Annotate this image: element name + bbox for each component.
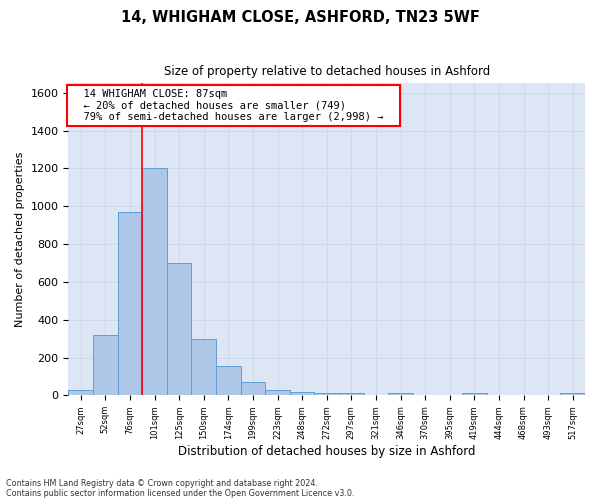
Bar — [290, 392, 314, 396]
Text: Contains public sector information licensed under the Open Government Licence v3: Contains public sector information licen… — [6, 488, 355, 498]
Bar — [68, 390, 93, 396]
Title: Size of property relative to detached houses in Ashford: Size of property relative to detached ho… — [164, 65, 490, 78]
Bar — [265, 390, 290, 396]
Bar — [142, 168, 167, 396]
X-axis label: Distribution of detached houses by size in Ashford: Distribution of detached houses by size … — [178, 444, 475, 458]
Bar — [388, 394, 413, 396]
Bar — [462, 394, 487, 396]
Bar — [216, 366, 241, 396]
Bar — [93, 335, 118, 396]
Text: Contains HM Land Registry data © Crown copyright and database right 2024.: Contains HM Land Registry data © Crown c… — [6, 478, 318, 488]
Text: 14, WHIGHAM CLOSE, ASHFORD, TN23 5WF: 14, WHIGHAM CLOSE, ASHFORD, TN23 5WF — [121, 10, 479, 25]
Bar — [118, 212, 142, 396]
Y-axis label: Number of detached properties: Number of detached properties — [15, 152, 25, 327]
Bar — [167, 263, 191, 396]
Text: 14 WHIGHAM CLOSE: 87sqm  
  ← 20% of detached houses are smaller (749)  
  79% o: 14 WHIGHAM CLOSE: 87sqm ← 20% of detache… — [71, 89, 396, 122]
Bar — [314, 392, 339, 396]
Bar — [560, 394, 585, 396]
Bar — [339, 392, 364, 396]
Bar — [241, 382, 265, 396]
Bar — [191, 338, 216, 396]
